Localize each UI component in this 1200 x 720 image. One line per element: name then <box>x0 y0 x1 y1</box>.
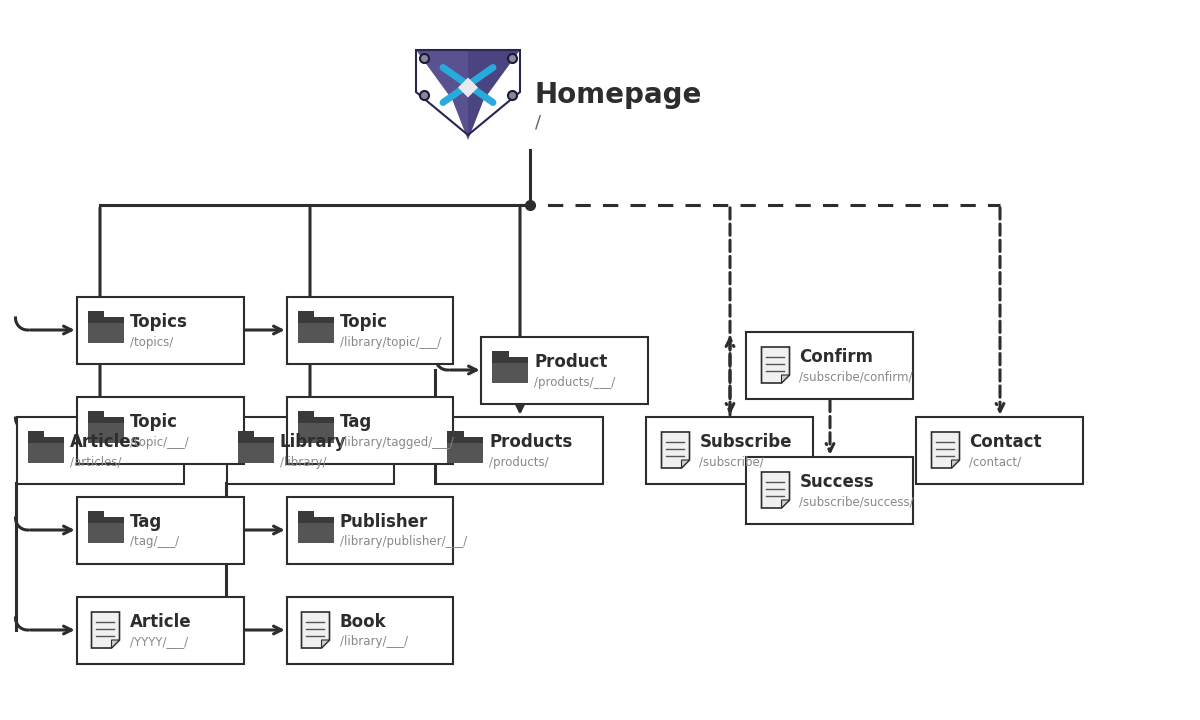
Bar <box>298 317 334 343</box>
FancyBboxPatch shape <box>917 416 1084 484</box>
Text: /subscribe/success/: /subscribe/success/ <box>799 495 914 508</box>
Text: /YYYY/___/: /YYYY/___/ <box>130 636 187 649</box>
FancyBboxPatch shape <box>746 456 913 523</box>
Bar <box>88 323 124 343</box>
Bar <box>298 417 334 443</box>
Bar <box>298 311 313 317</box>
Polygon shape <box>112 640 120 648</box>
Text: Library: Library <box>280 433 346 451</box>
Polygon shape <box>416 50 468 140</box>
Polygon shape <box>458 78 478 97</box>
Text: /library/___/: /library/___/ <box>340 636 408 649</box>
Polygon shape <box>952 460 960 468</box>
Bar <box>88 517 124 543</box>
Polygon shape <box>762 347 790 383</box>
FancyBboxPatch shape <box>287 297 454 364</box>
Text: Articles: Articles <box>70 433 142 451</box>
Bar <box>298 517 334 543</box>
Text: /tag/___/: /tag/___/ <box>130 536 179 549</box>
Text: /topic/___/: /topic/___/ <box>130 436 188 449</box>
Polygon shape <box>682 460 690 468</box>
FancyBboxPatch shape <box>227 416 394 484</box>
Bar <box>492 351 509 357</box>
Text: Products: Products <box>490 433 572 451</box>
Text: Article: Article <box>130 613 191 631</box>
FancyBboxPatch shape <box>287 596 454 664</box>
Text: Success: Success <box>799 473 874 491</box>
Bar <box>28 437 64 463</box>
Bar <box>28 443 64 463</box>
FancyBboxPatch shape <box>77 596 244 664</box>
Text: /library/tagged/___/: /library/tagged/___/ <box>340 436 454 449</box>
Text: /library/topic/___/: /library/topic/___/ <box>340 336 440 348</box>
Bar <box>88 417 124 443</box>
Text: /: / <box>535 113 541 131</box>
Bar <box>492 363 528 383</box>
Bar <box>298 523 334 543</box>
Bar <box>88 411 103 417</box>
Text: /products/: /products/ <box>490 456 550 469</box>
Text: Confirm: Confirm <box>799 348 874 366</box>
Text: Topics: Topics <box>130 313 187 331</box>
Bar <box>238 431 253 437</box>
Text: Homepage: Homepage <box>535 81 702 109</box>
Bar <box>88 311 103 317</box>
Bar <box>88 523 124 543</box>
Text: Topic: Topic <box>340 313 388 331</box>
Bar <box>298 323 334 343</box>
Text: /subscribe/: /subscribe/ <box>700 456 764 469</box>
Text: Publisher: Publisher <box>340 513 427 531</box>
Text: /library/: /library/ <box>280 456 326 469</box>
Polygon shape <box>781 500 790 508</box>
FancyBboxPatch shape <box>746 331 913 398</box>
Text: /contact/: /contact/ <box>970 456 1021 469</box>
Bar <box>298 423 334 443</box>
Polygon shape <box>931 432 960 468</box>
Polygon shape <box>781 375 790 383</box>
Bar <box>238 437 274 463</box>
Bar <box>448 431 463 437</box>
FancyBboxPatch shape <box>481 336 648 403</box>
Polygon shape <box>661 432 690 468</box>
Bar <box>298 511 313 517</box>
Text: /articles/: /articles/ <box>70 456 121 469</box>
Bar <box>492 357 528 383</box>
Text: /subscribe/confirm/: /subscribe/confirm/ <box>799 371 913 384</box>
Bar <box>88 423 124 443</box>
Text: Book: Book <box>340 613 386 631</box>
Polygon shape <box>301 612 330 648</box>
FancyBboxPatch shape <box>437 416 604 484</box>
Text: Topic: Topic <box>130 413 178 431</box>
FancyBboxPatch shape <box>647 416 814 484</box>
Bar <box>88 511 103 517</box>
Polygon shape <box>322 640 330 648</box>
Text: Contact: Contact <box>970 433 1042 451</box>
Text: Product: Product <box>534 353 608 371</box>
Text: Tag: Tag <box>340 413 372 431</box>
Bar <box>448 443 484 463</box>
FancyBboxPatch shape <box>287 397 454 464</box>
Text: Subscribe: Subscribe <box>700 433 792 451</box>
FancyBboxPatch shape <box>287 497 454 564</box>
Text: /library/publisher/___/: /library/publisher/___/ <box>340 536 467 549</box>
FancyBboxPatch shape <box>17 416 184 484</box>
Text: Tag: Tag <box>130 513 162 531</box>
Text: /topics/: /topics/ <box>130 336 173 348</box>
Bar <box>28 431 43 437</box>
Bar <box>88 317 124 343</box>
Bar <box>238 443 274 463</box>
Bar <box>448 437 484 463</box>
Polygon shape <box>468 50 520 140</box>
FancyBboxPatch shape <box>77 297 244 364</box>
FancyBboxPatch shape <box>77 397 244 464</box>
Bar <box>298 411 313 417</box>
FancyBboxPatch shape <box>77 497 244 564</box>
Polygon shape <box>91 612 120 648</box>
Polygon shape <box>762 472 790 508</box>
Text: /products/___/: /products/___/ <box>534 376 616 389</box>
